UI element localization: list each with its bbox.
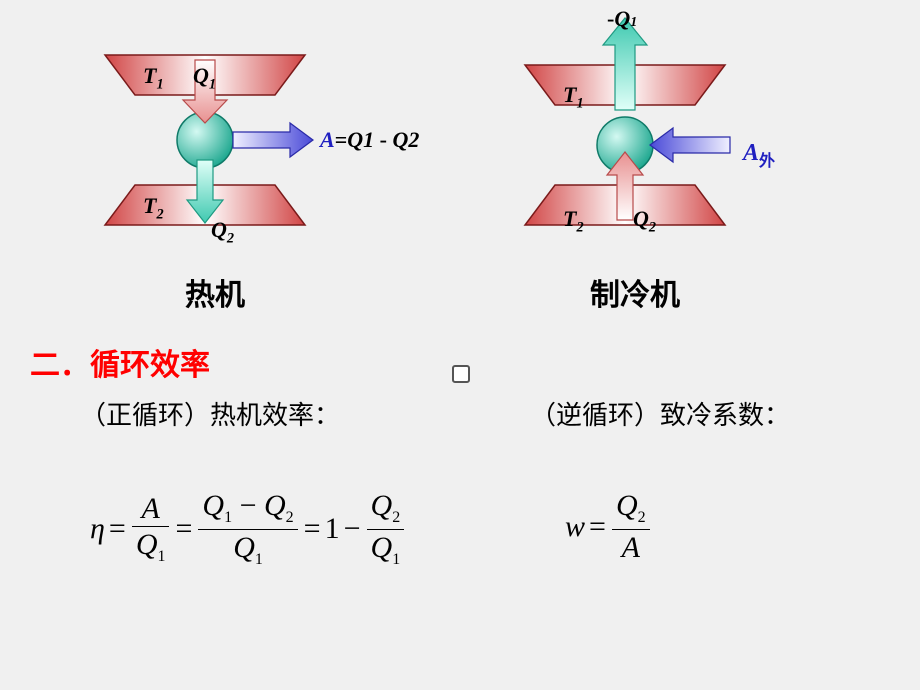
heat-engine-diagram: T1 Q1 T2 Q2 A=Q1 - Q2 热机 — [95, 45, 455, 270]
he-work-formula: A=Q1 - Q2 — [320, 127, 419, 153]
rf-title: 制冷机 — [570, 270, 700, 314]
w-formula: w = Q2 A — [565, 490, 652, 563]
he-T1-label: T1 — [143, 63, 164, 93]
he-Q2-label: Q2 — [211, 217, 234, 247]
rf-negQ1-label: -Q1 — [607, 6, 637, 32]
rf-Q2-label: Q2 — [633, 206, 656, 236]
rf-work-label: A外 — [743, 140, 775, 171]
refrigerator-diagram: -Q1 T1 T2 Q2 A外 制冷机 — [515, 10, 895, 275]
forward-cycle-label: （正循环）热机效率： — [80, 395, 340, 432]
rf-T2-label: T2 — [563, 206, 584, 236]
rf-T1-label: T1 — [563, 82, 584, 112]
slide-marker — [452, 365, 470, 383]
refrigerator-svg — [515, 10, 735, 270]
section-header: 二．循环效率 — [30, 340, 210, 384]
he-title: 热机 — [150, 270, 280, 314]
he-Q1-label: Q1 — [193, 63, 216, 93]
he-T2-label: T2 — [143, 193, 164, 223]
reverse-cycle-label: （逆循环）致冷系数： — [530, 395, 790, 432]
eta-formula: η = A Q1 = Q1 − Q2 Q1 = 1 − Q2 Q1 — [90, 490, 406, 569]
